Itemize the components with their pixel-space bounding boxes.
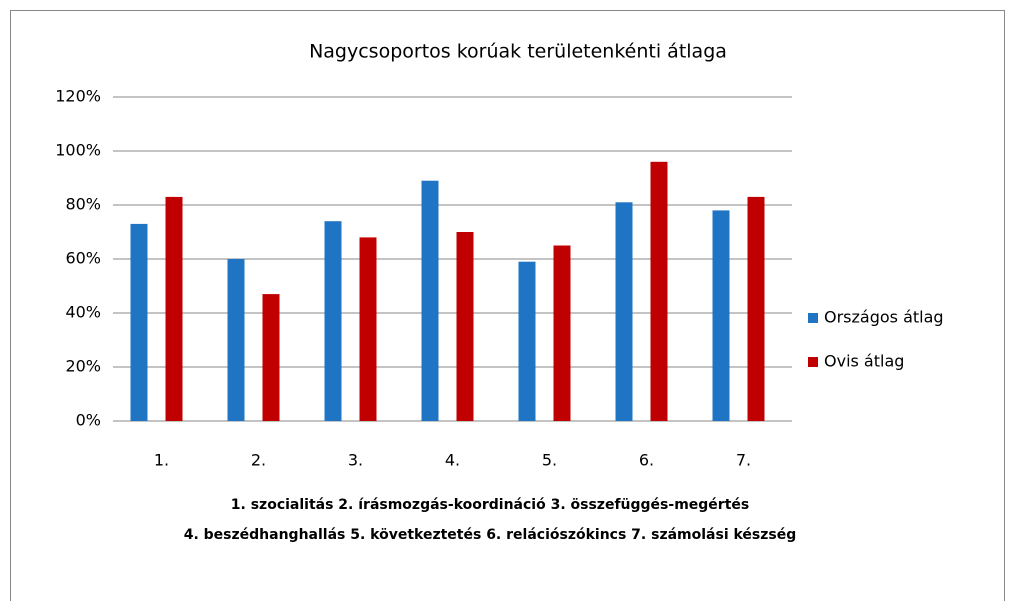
- bar: [553, 245, 571, 421]
- y-tick-label: 60%: [65, 249, 101, 268]
- bar: [747, 196, 765, 421]
- y-tick-label: 100%: [55, 141, 101, 160]
- bar: [456, 232, 474, 421]
- bar: [227, 259, 245, 421]
- y-tick-label: 80%: [65, 195, 101, 214]
- legend-swatch: [808, 313, 818, 323]
- bar: [712, 210, 730, 421]
- caption: 1. szocialitás 2. írásmozgás-koordináció…: [231, 497, 749, 513]
- x-tick-label: 1.: [154, 451, 169, 470]
- legend-swatch: [808, 357, 818, 367]
- bar: [262, 294, 280, 421]
- x-tick-label: 5.: [542, 451, 557, 470]
- x-tick-label: 7.: [736, 451, 751, 470]
- bar: [324, 221, 342, 421]
- chart-title: Nagycsoportos korúak területenkénti átla…: [309, 41, 727, 63]
- bar: [615, 202, 633, 421]
- y-tick-label: 120%: [55, 87, 101, 106]
- bar: [165, 196, 183, 421]
- x-tick-label: 4.: [445, 451, 460, 470]
- y-tick-label: 20%: [65, 357, 101, 376]
- caption: 4. beszédhanghallás 5. következtetés 6. …: [184, 527, 797, 543]
- bar: [518, 261, 536, 421]
- x-tick-label: 6.: [639, 451, 654, 470]
- legend-label: Ovis átlag: [824, 352, 904, 371]
- bar: [650, 161, 668, 422]
- x-tick-label: 3.: [348, 451, 363, 470]
- bar: [359, 237, 377, 421]
- bar: [421, 180, 439, 421]
- legend-label: Országos átlag: [824, 308, 944, 327]
- y-tick-label: 40%: [65, 303, 101, 322]
- y-tick-label: 0%: [76, 411, 101, 430]
- bar: [130, 223, 148, 421]
- x-tick-label: 2.: [251, 451, 266, 470]
